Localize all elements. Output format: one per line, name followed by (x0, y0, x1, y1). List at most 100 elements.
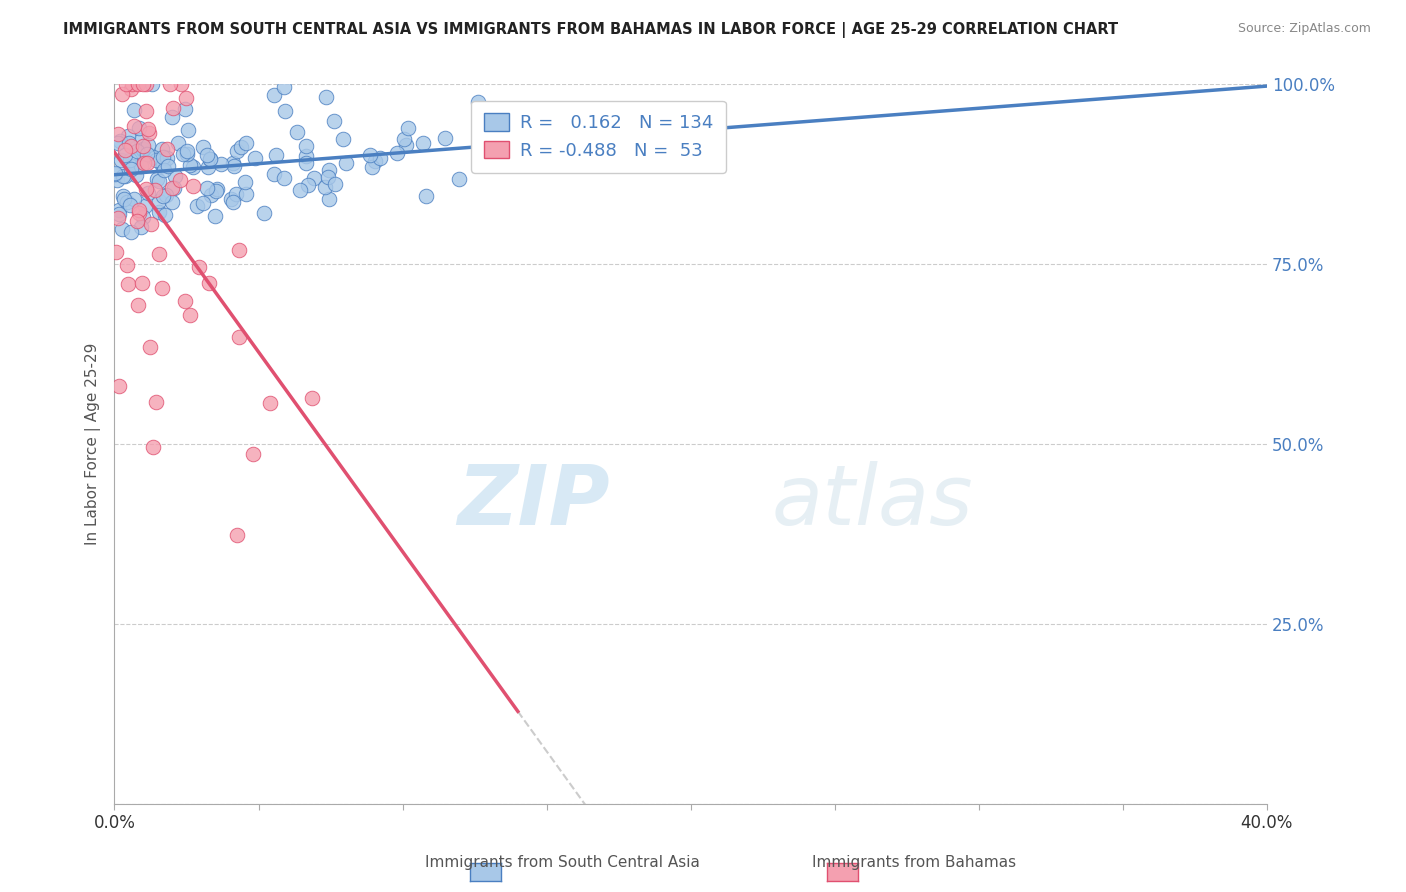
Point (173, 102, 195, 116)
Point (316, 169, 339, 184)
Point (145, 394, 167, 409)
Point (205, 184, 228, 198)
Point (128, 121, 150, 136)
Point (181, 178, 204, 193)
Point (152, 150, 174, 164)
Point (111, 169, 134, 183)
Point (302, 171, 325, 186)
Point (155, 151, 177, 165)
Point (163, 180, 186, 194)
Point (359, 147, 381, 161)
Point (294, 139, 316, 153)
Point (395, 138, 418, 153)
Point (107, 378, 129, 392)
Point (122, 192, 145, 206)
Point (150, 142, 173, 156)
Point (153, 162, 176, 177)
Point (136, 156, 159, 170)
Point (259, 396, 281, 410)
Text: IMMIGRANTS FROM SOUTH CENTRAL ASIA VS IMMIGRANTS FROM BAHAMAS IN LABOR FORCE | A: IMMIGRANTS FROM SOUTH CENTRAL ASIA VS IM… (63, 22, 1118, 38)
Point (146, 172, 169, 186)
Point (134, 199, 156, 213)
Point (370, 151, 392, 165)
Point (176, 144, 198, 158)
Point (361, 161, 384, 175)
Point (120, 159, 142, 173)
Point (127, 298, 149, 312)
Point (110, 134, 132, 148)
Point (125, 159, 148, 173)
Point (322, 114, 344, 128)
Point (128, 206, 150, 220)
Point (132, 143, 155, 157)
Point (131, 277, 153, 291)
Point (120, 139, 142, 153)
Point (222, 160, 245, 174)
Text: Immigrants from South Central Asia: Immigrants from South Central Asia (425, 855, 700, 870)
Point (318, 163, 340, 178)
Point (141, 78, 163, 92)
Point (195, 147, 218, 161)
Point (315, 89, 337, 103)
Point (105, 173, 128, 187)
Point (170, 78, 193, 92)
Point (205, 181, 228, 195)
Y-axis label: In Labor Force | Age 25-29: In Labor Force | Age 25-29 (86, 343, 101, 545)
Point (162, 101, 184, 115)
Point (132, 78, 155, 92)
Point (135, 78, 157, 92)
Point (108, 202, 131, 217)
Point (396, 120, 419, 135)
Point (104, 244, 127, 259)
Point (273, 80, 295, 95)
Point (179, 158, 201, 172)
Point (150, 280, 173, 294)
Point (135, 182, 157, 196)
Point (118, 197, 141, 211)
Point (197, 161, 219, 175)
Point (160, 195, 183, 210)
Point (112, 189, 135, 203)
Point (145, 153, 167, 168)
Point (245, 152, 267, 166)
Point (219, 192, 242, 206)
Point (253, 206, 276, 220)
Point (127, 145, 149, 159)
Point (104, 167, 127, 181)
Point (148, 247, 170, 261)
Point (226, 144, 249, 158)
Point (107, 136, 129, 150)
Point (557, 135, 579, 149)
Point (107, 207, 129, 221)
Point (335, 156, 357, 170)
Point (114, 144, 136, 158)
Point (200, 152, 222, 166)
Text: atlas: atlas (772, 461, 973, 542)
Point (115, 194, 138, 209)
Point (121, 78, 143, 92)
Point (136, 138, 159, 153)
Text: Immigrants from Bahamas: Immigrants from Bahamas (811, 855, 1017, 870)
Point (198, 153, 221, 167)
Point (160, 180, 183, 194)
Point (263, 88, 285, 103)
Point (125, 213, 148, 227)
Point (132, 139, 155, 153)
Point (129, 133, 152, 147)
Point (139, 340, 162, 354)
Point (274, 104, 297, 119)
Point (412, 136, 434, 151)
Point (152, 158, 174, 172)
Point (228, 330, 250, 344)
Point (434, 131, 457, 145)
Point (129, 159, 152, 173)
Text: ZIP: ZIP (457, 461, 610, 542)
Point (117, 129, 139, 144)
Point (191, 195, 214, 210)
Point (266, 148, 288, 162)
Point (263, 167, 285, 181)
Point (156, 142, 179, 156)
Point (160, 110, 183, 124)
Point (200, 188, 222, 202)
Point (415, 189, 437, 203)
